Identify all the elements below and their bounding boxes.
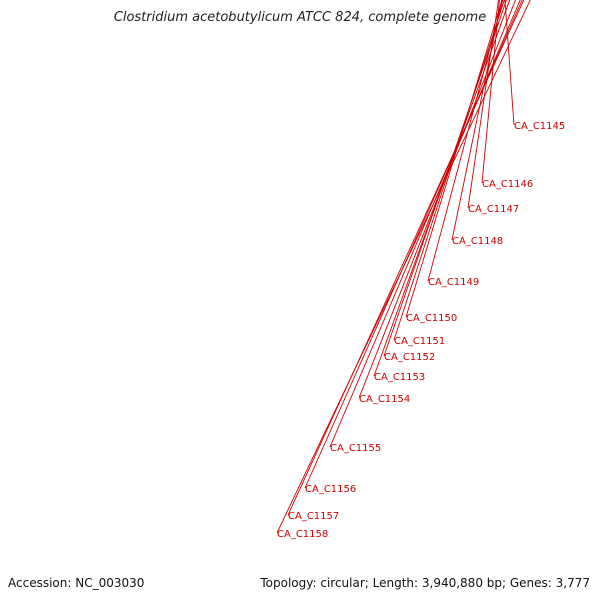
gene-label: CA_C1158	[277, 529, 328, 540]
gene-label: CA_C1145	[514, 121, 565, 132]
gene-label: CA_C1150	[406, 313, 457, 324]
gene-leader-line	[451, 0, 503, 241]
gene-label: CA_C1155	[330, 443, 381, 454]
gene-leader-line	[393, 0, 505, 341]
gene-leader-line	[304, 0, 523, 489]
gene-label: CA_C1147	[468, 204, 519, 215]
gene-label: CA_C1146	[482, 179, 533, 190]
gene-label: CA_C1151	[394, 336, 445, 347]
gene-label: CA_C1157	[288, 511, 339, 522]
gene-leader-line	[287, 0, 525, 516]
gene-label: CA_C1149	[428, 277, 479, 288]
map-title: Clostridium acetobutylicum ATCC 824, com…	[113, 10, 487, 25]
gene-leader-line	[467, 0, 499, 209]
gene-leader-line	[427, 0, 504, 282]
gene-leader-line	[405, 0, 503, 318]
gene-label: CA_C1154	[359, 394, 410, 405]
gene-leader-line	[383, 0, 507, 357]
gene-leader-line	[276, 0, 531, 534]
gene-label: CA_C1153	[374, 372, 425, 383]
accession-label: Accession: NC_003030	[8, 576, 145, 590]
gene-leader-line	[481, 0, 500, 184]
gene-label: CA_C1148	[452, 236, 503, 247]
gene-leader-line	[504, 0, 515, 126]
gene-leader-line	[329, 0, 521, 448]
gene-leader-line	[373, 0, 511, 377]
gene-leader-line	[358, 0, 516, 399]
gene-label: CA_C1156	[305, 484, 356, 495]
gene-label: CA_C1152	[384, 352, 435, 363]
topology-label: Topology: circular; Length: 3,940,880 bp…	[260, 576, 590, 590]
